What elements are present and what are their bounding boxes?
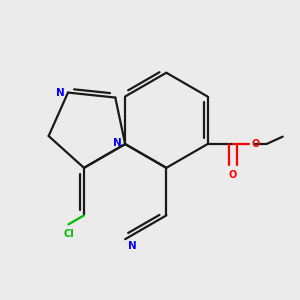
Text: O: O [229, 169, 237, 180]
Text: N: N [128, 241, 137, 251]
Text: Cl: Cl [63, 229, 74, 239]
Text: N: N [56, 88, 65, 98]
Text: O: O [251, 139, 260, 149]
Text: N: N [113, 138, 122, 148]
